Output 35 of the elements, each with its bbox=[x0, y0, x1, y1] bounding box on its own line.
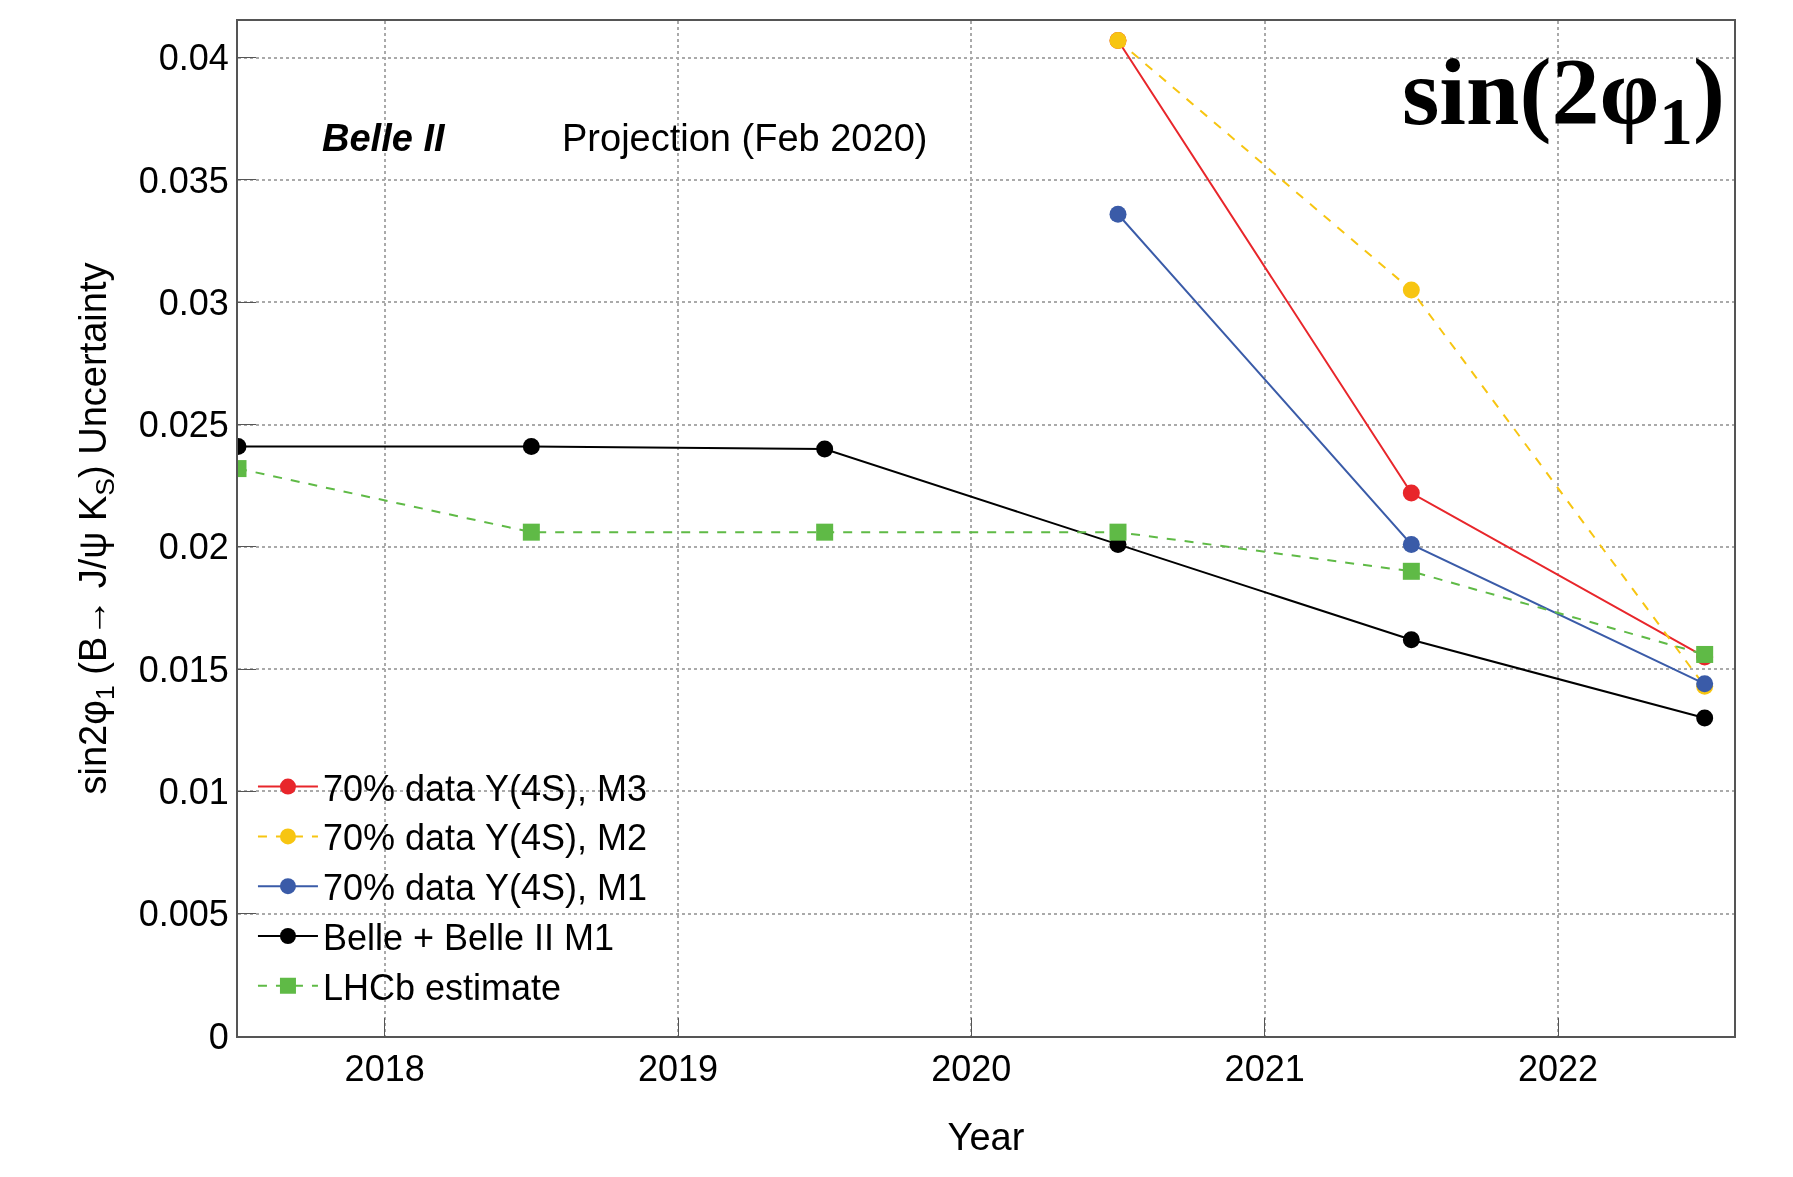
point bbox=[522, 438, 540, 456]
point bbox=[1402, 281, 1420, 299]
x-tick-label: 2021 bbox=[1224, 1048, 1305, 1090]
point bbox=[1109, 205, 1127, 223]
legend-label: LHCb estimate bbox=[322, 966, 562, 1008]
legend-label: 70% data Υ(4S), M1 bbox=[322, 867, 648, 909]
y-tick-label: 0.01 bbox=[158, 771, 229, 813]
x-tick-label: 2018 bbox=[344, 1048, 425, 1090]
point bbox=[1402, 562, 1420, 580]
point bbox=[1402, 535, 1420, 553]
x-tick-label: 2022 bbox=[1517, 1048, 1599, 1090]
y-tick-label: 0.04 bbox=[158, 37, 229, 79]
legend-label: 70% data Υ(4S), M2 bbox=[322, 817, 648, 859]
y-tick-label: 0.025 bbox=[138, 404, 229, 446]
y-tick-label: 0.015 bbox=[138, 648, 229, 690]
y-tick-label: 0.005 bbox=[138, 893, 229, 935]
point bbox=[1402, 484, 1420, 502]
point bbox=[522, 523, 540, 541]
point bbox=[816, 440, 834, 458]
legend-label: 70% data Υ(4S), M3 bbox=[322, 767, 648, 809]
y-tick-label: 0.035 bbox=[138, 159, 229, 201]
point bbox=[1109, 523, 1127, 541]
annotation: sin(2φ$_{1}$) bbox=[1402, 38, 1725, 160]
point bbox=[816, 523, 834, 541]
x-tick-label: 2019 bbox=[637, 1048, 719, 1090]
legend-label: Belle + Belle II M1 bbox=[322, 917, 615, 959]
annotation: Belle II bbox=[322, 117, 446, 159]
x-axis-title: Year bbox=[947, 1115, 1025, 1158]
annotation: Projection (Feb 2020) bbox=[562, 117, 928, 159]
y-tick-label: 0.03 bbox=[158, 281, 229, 323]
y-tick-label: 0.02 bbox=[158, 526, 229, 568]
point bbox=[1696, 709, 1714, 727]
y-tick-label: 0 bbox=[208, 1015, 229, 1057]
x-tick-label: 2020 bbox=[931, 1048, 1012, 1090]
point bbox=[1402, 631, 1420, 649]
